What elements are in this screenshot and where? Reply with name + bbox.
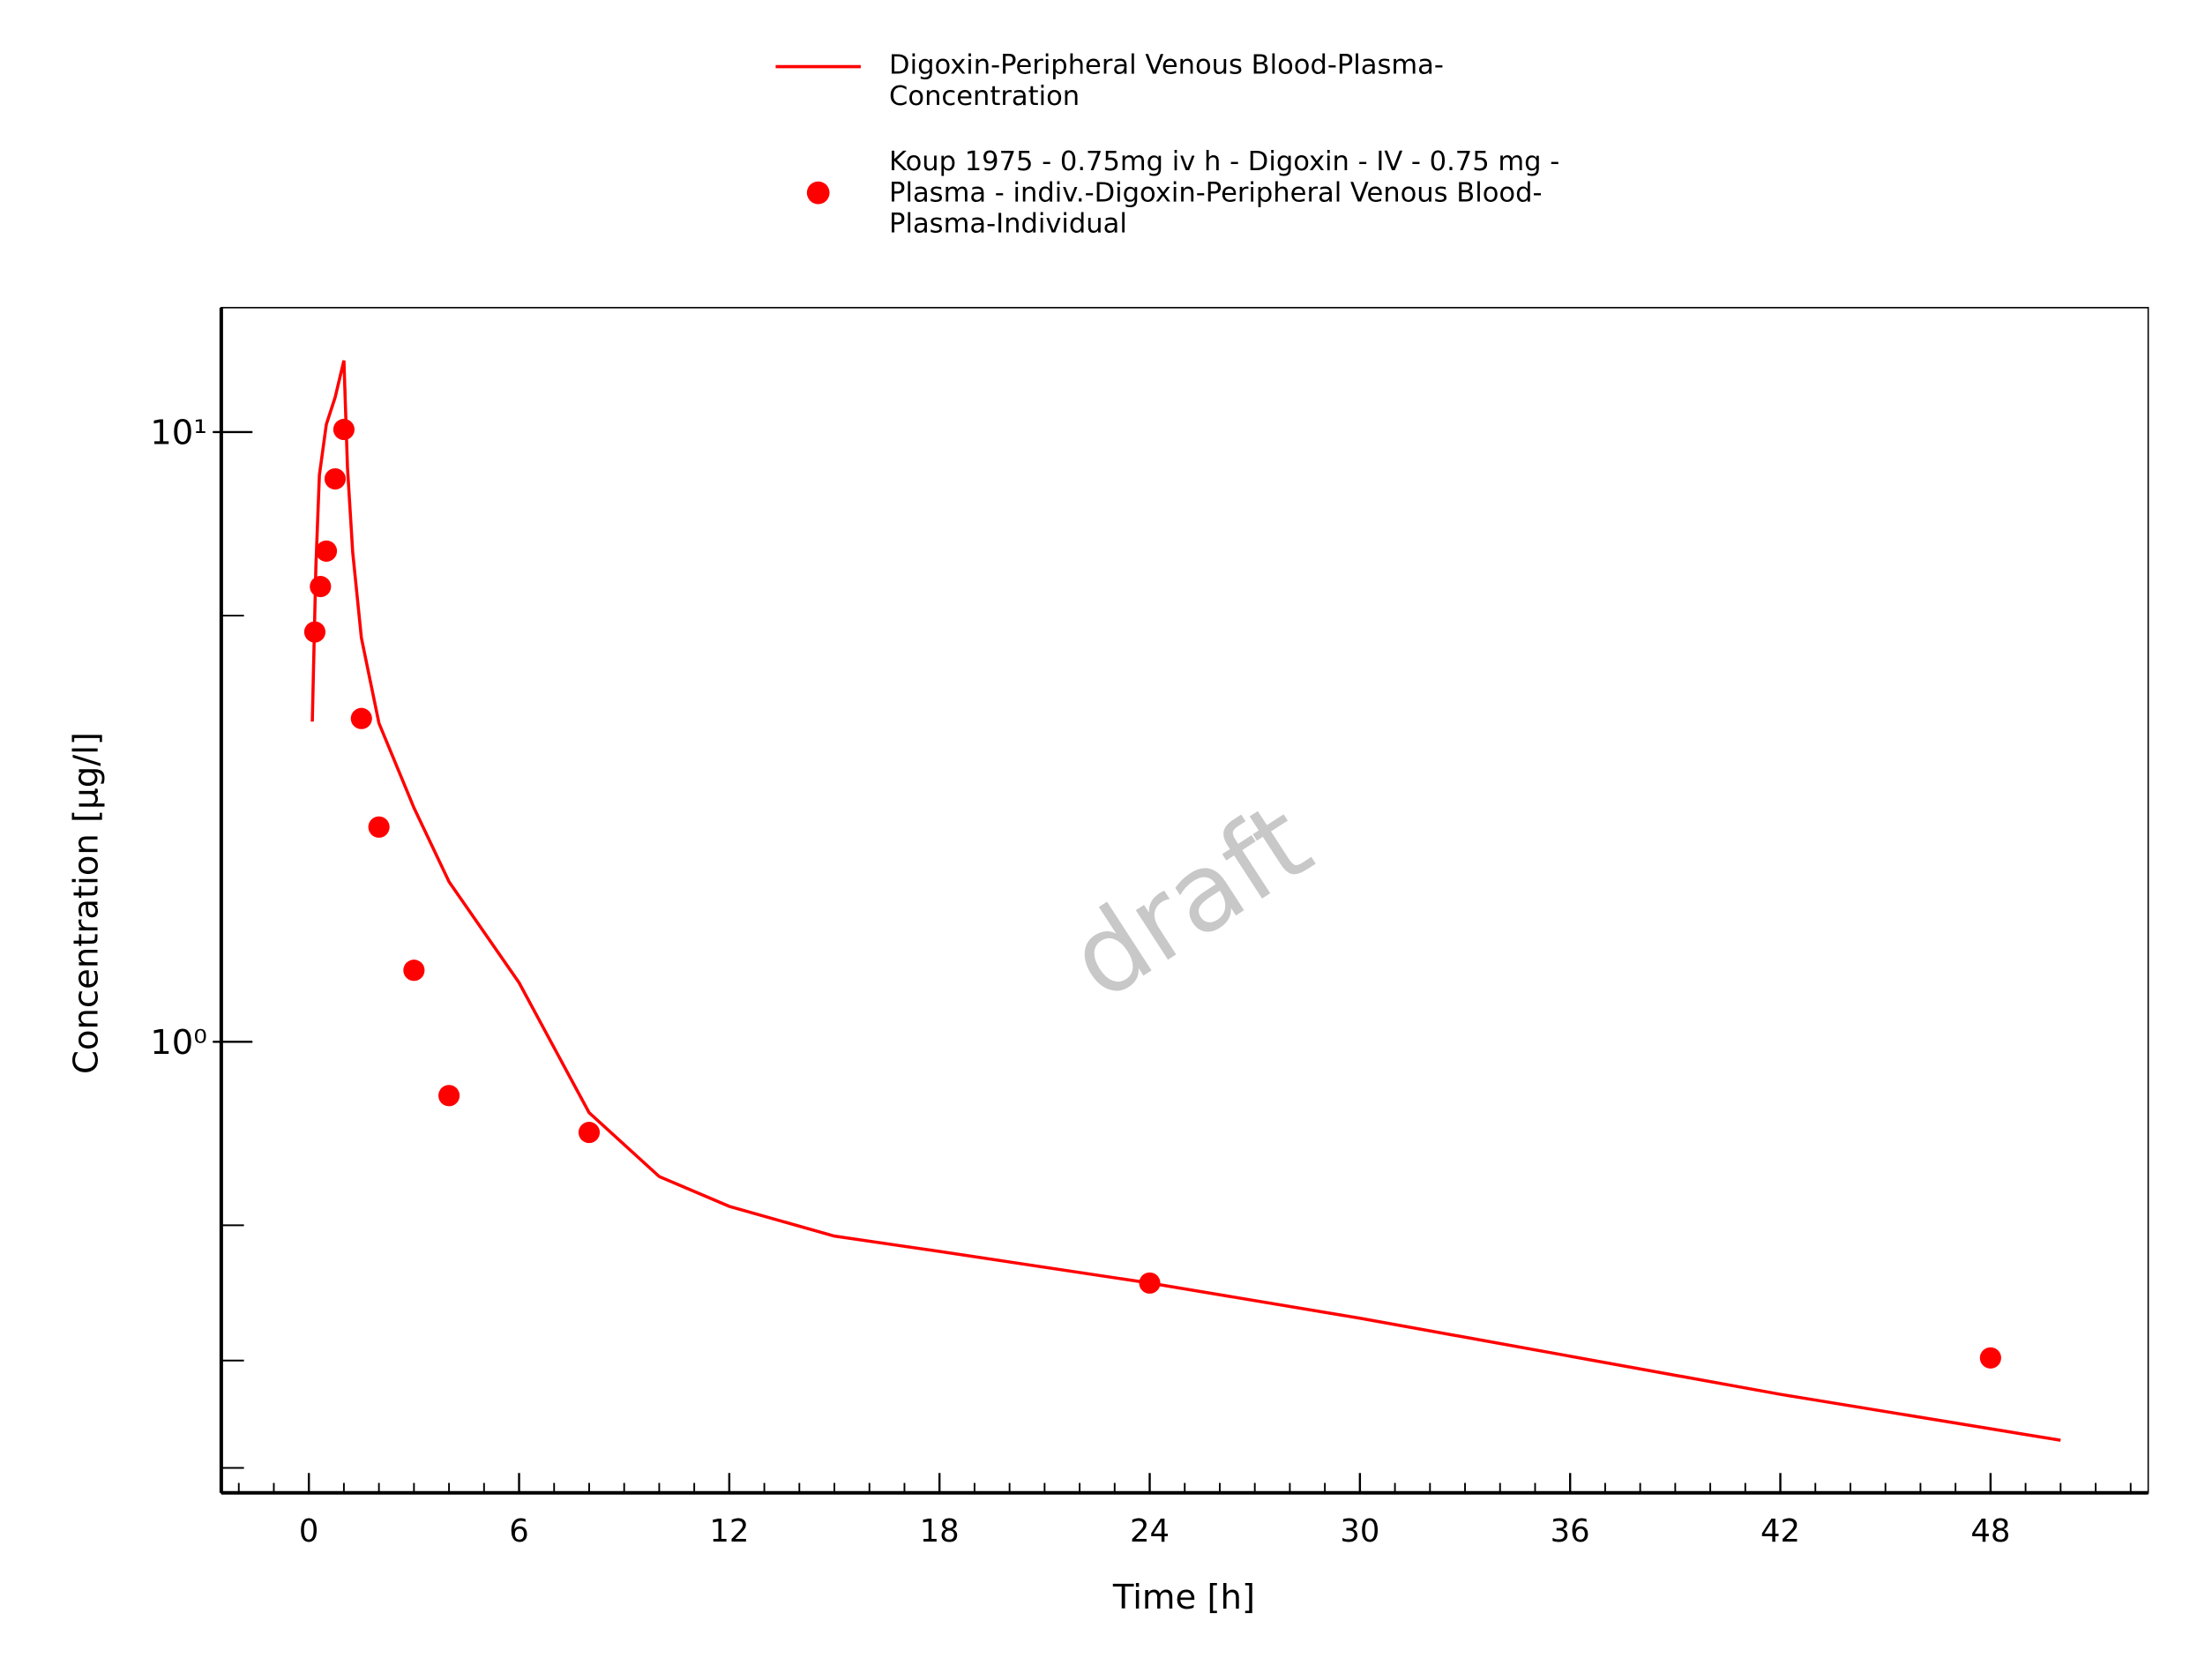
y-axis-label: Concentration [µg/l] [66, 732, 106, 1074]
x-tick-label: 42 [1760, 1513, 1800, 1549]
legend-text-box: Digoxin-Peripheral Venous Blood-Plasma-C… [889, 49, 1444, 112]
x-tick-label: 36 [1551, 1513, 1590, 1549]
x-tick-label: 0 [299, 1513, 319, 1549]
legend-text-box: Koup 1975 - 0.75mg iv h - Digoxin - IV -… [889, 146, 1560, 240]
data-point [368, 816, 390, 838]
data-point [403, 959, 425, 982]
data-point [350, 707, 372, 729]
data-point [324, 467, 347, 490]
x-tick-label: 48 [1970, 1513, 2010, 1549]
y-tick-label: 10⁰ [150, 1023, 207, 1063]
legend-label: Koup 1975 - 0.75mg iv h - Digoxin - IV -… [889, 146, 1560, 240]
x-tick-label: 30 [1340, 1513, 1379, 1549]
concentration-line [310, 360, 2061, 1442]
data-point [1139, 1272, 1161, 1294]
x-axis-label: Time [h] [1112, 1578, 1255, 1617]
data-point [438, 1085, 460, 1107]
legend-entry: Koup 1975 - 0.75mg iv h - Digoxin - IV -… [806, 146, 1560, 240]
x-tick-label: 18 [920, 1513, 960, 1549]
legend-entry: Digoxin-Peripheral Venous Blood-Plasma-C… [775, 49, 1444, 112]
legend-marker [806, 181, 830, 205]
x-tick-label: 12 [709, 1513, 749, 1549]
x-tick-label: 24 [1130, 1513, 1170, 1549]
legend-label: Digoxin-Peripheral Venous Blood-Plasma-C… [889, 49, 1444, 112]
data-point [310, 576, 332, 598]
watermark: draft [1048, 779, 1332, 1024]
data-point [578, 1122, 601, 1144]
data-point [1979, 1347, 2001, 1369]
x-tick-label: 6 [509, 1513, 529, 1549]
y-tick-label: 10¹ [150, 414, 207, 453]
data-point [315, 540, 338, 562]
data-point [303, 621, 325, 643]
data-point [333, 418, 355, 441]
